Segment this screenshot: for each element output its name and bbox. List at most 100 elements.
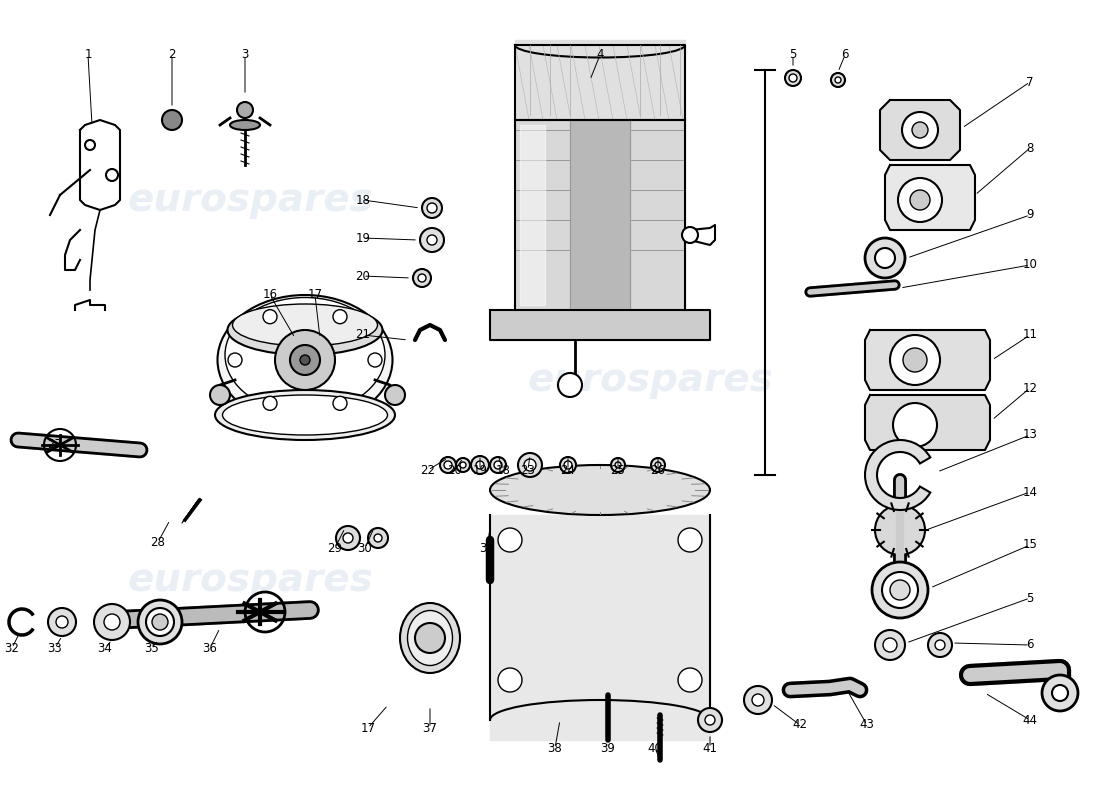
Circle shape <box>898 178 942 222</box>
Circle shape <box>106 169 118 181</box>
Circle shape <box>893 403 937 447</box>
Ellipse shape <box>228 305 383 355</box>
Circle shape <box>830 73 845 87</box>
Text: 20: 20 <box>355 270 371 282</box>
Text: 6: 6 <box>1026 638 1034 651</box>
Circle shape <box>490 457 506 473</box>
Circle shape <box>162 110 182 130</box>
Circle shape <box>682 227 698 243</box>
Text: 9: 9 <box>1026 209 1034 222</box>
Circle shape <box>420 228 444 252</box>
Circle shape <box>333 310 346 324</box>
Circle shape <box>498 528 522 552</box>
Circle shape <box>678 528 702 552</box>
Circle shape <box>427 235 437 245</box>
Text: 13: 13 <box>1023 429 1037 442</box>
Circle shape <box>928 633 952 657</box>
Circle shape <box>460 462 466 468</box>
Polygon shape <box>520 125 544 305</box>
Text: 38: 38 <box>548 742 562 754</box>
Text: 23: 23 <box>520 463 536 477</box>
Circle shape <box>678 668 702 692</box>
Polygon shape <box>515 120 685 310</box>
Text: 25: 25 <box>610 463 626 477</box>
Circle shape <box>444 461 452 469</box>
Circle shape <box>138 600 182 644</box>
Text: 6: 6 <box>842 49 849 62</box>
Text: 7: 7 <box>1026 75 1034 89</box>
Circle shape <box>236 102 253 118</box>
Text: 11: 11 <box>1023 329 1037 342</box>
Text: 27: 27 <box>47 438 63 451</box>
Text: 44: 44 <box>1023 714 1037 726</box>
Circle shape <box>333 396 346 410</box>
Text: 43: 43 <box>859 718 874 731</box>
Circle shape <box>935 640 945 650</box>
Circle shape <box>698 708 722 732</box>
Circle shape <box>654 462 661 468</box>
Text: 4: 4 <box>596 49 604 62</box>
Circle shape <box>343 533 353 543</box>
Circle shape <box>524 459 536 471</box>
Circle shape <box>558 373 582 397</box>
Circle shape <box>56 616 68 628</box>
Text: 21: 21 <box>355 329 371 342</box>
Text: 19: 19 <box>473 463 487 477</box>
Text: eurospares: eurospares <box>527 361 773 399</box>
Circle shape <box>883 638 896 652</box>
Circle shape <box>910 190 930 210</box>
Circle shape <box>275 330 336 390</box>
Circle shape <box>290 345 320 375</box>
Polygon shape <box>886 165 975 230</box>
Ellipse shape <box>218 295 393 425</box>
Circle shape <box>494 461 502 469</box>
Text: 20: 20 <box>448 463 462 477</box>
Circle shape <box>374 534 382 542</box>
Text: 40: 40 <box>648 742 662 754</box>
Ellipse shape <box>230 120 260 130</box>
Circle shape <box>872 562 928 618</box>
Text: 18: 18 <box>355 194 371 206</box>
Circle shape <box>903 348 927 372</box>
Text: 29: 29 <box>328 542 342 554</box>
Text: 35: 35 <box>144 642 159 654</box>
Text: 31: 31 <box>480 542 494 554</box>
Text: 17: 17 <box>361 722 375 734</box>
Circle shape <box>210 385 230 405</box>
Circle shape <box>912 122 928 138</box>
Ellipse shape <box>222 395 387 435</box>
Polygon shape <box>570 120 630 310</box>
Circle shape <box>498 668 522 692</box>
Circle shape <box>422 198 442 218</box>
Text: 32: 32 <box>4 642 20 654</box>
Circle shape <box>785 70 801 86</box>
Polygon shape <box>80 120 120 210</box>
Text: 1: 1 <box>85 49 91 62</box>
Text: 37: 37 <box>422 722 438 734</box>
Circle shape <box>263 310 277 324</box>
Circle shape <box>85 140 95 150</box>
Circle shape <box>368 353 382 367</box>
Text: 42: 42 <box>792 718 807 731</box>
Ellipse shape <box>232 304 377 346</box>
Circle shape <box>890 335 940 385</box>
Text: 39: 39 <box>601 742 615 754</box>
Text: 12: 12 <box>1023 382 1037 394</box>
Circle shape <box>610 458 625 472</box>
Circle shape <box>705 715 715 725</box>
Text: 22: 22 <box>420 463 436 477</box>
Circle shape <box>368 528 388 548</box>
Circle shape <box>882 572 918 608</box>
Text: 34: 34 <box>98 642 112 654</box>
Text: 16: 16 <box>263 289 277 302</box>
Circle shape <box>146 608 174 636</box>
Text: 24: 24 <box>561 463 575 477</box>
Text: 3: 3 <box>241 49 249 62</box>
Circle shape <box>415 623 446 653</box>
Circle shape <box>228 353 242 367</box>
Circle shape <box>94 604 130 640</box>
Ellipse shape <box>226 298 385 413</box>
Circle shape <box>440 457 456 473</box>
Circle shape <box>300 355 310 365</box>
Wedge shape <box>865 440 931 510</box>
